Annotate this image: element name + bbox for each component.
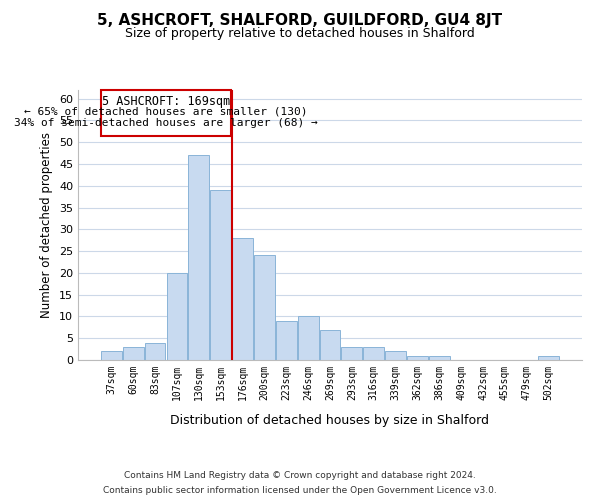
Bar	[167, 273, 187, 360]
Bar	[385, 352, 406, 360]
Bar	[123, 347, 143, 360]
Bar	[341, 347, 362, 360]
Bar	[407, 356, 428, 360]
X-axis label: Distribution of detached houses by size in Shalford: Distribution of detached houses by size …	[170, 414, 490, 427]
Text: 5, ASHCROFT, SHALFORD, GUILDFORD, GU4 8JT: 5, ASHCROFT, SHALFORD, GUILDFORD, GU4 8J…	[97, 12, 503, 28]
Bar	[429, 356, 450, 360]
Text: Contains public sector information licensed under the Open Government Licence v3: Contains public sector information licen…	[103, 486, 497, 495]
Bar	[254, 256, 275, 360]
Text: Contains HM Land Registry data © Crown copyright and database right 2024.: Contains HM Land Registry data © Crown c…	[124, 471, 476, 480]
Text: ← 65% of detached houses are smaller (130): ← 65% of detached houses are smaller (13…	[24, 106, 308, 117]
Y-axis label: Number of detached properties: Number of detached properties	[40, 132, 53, 318]
Bar	[101, 90, 231, 136]
Text: Size of property relative to detached houses in Shalford: Size of property relative to detached ho…	[125, 28, 475, 40]
Text: 5 ASHCROFT: 169sqm: 5 ASHCROFT: 169sqm	[102, 95, 230, 108]
Bar	[276, 321, 296, 360]
Bar	[364, 347, 384, 360]
Bar	[188, 156, 209, 360]
Bar	[210, 190, 231, 360]
Bar	[101, 352, 122, 360]
Bar	[298, 316, 319, 360]
Bar	[320, 330, 340, 360]
Bar	[232, 238, 253, 360]
Bar	[538, 356, 559, 360]
Text: 34% of semi-detached houses are larger (68) →: 34% of semi-detached houses are larger (…	[14, 118, 318, 128]
Bar	[145, 342, 166, 360]
